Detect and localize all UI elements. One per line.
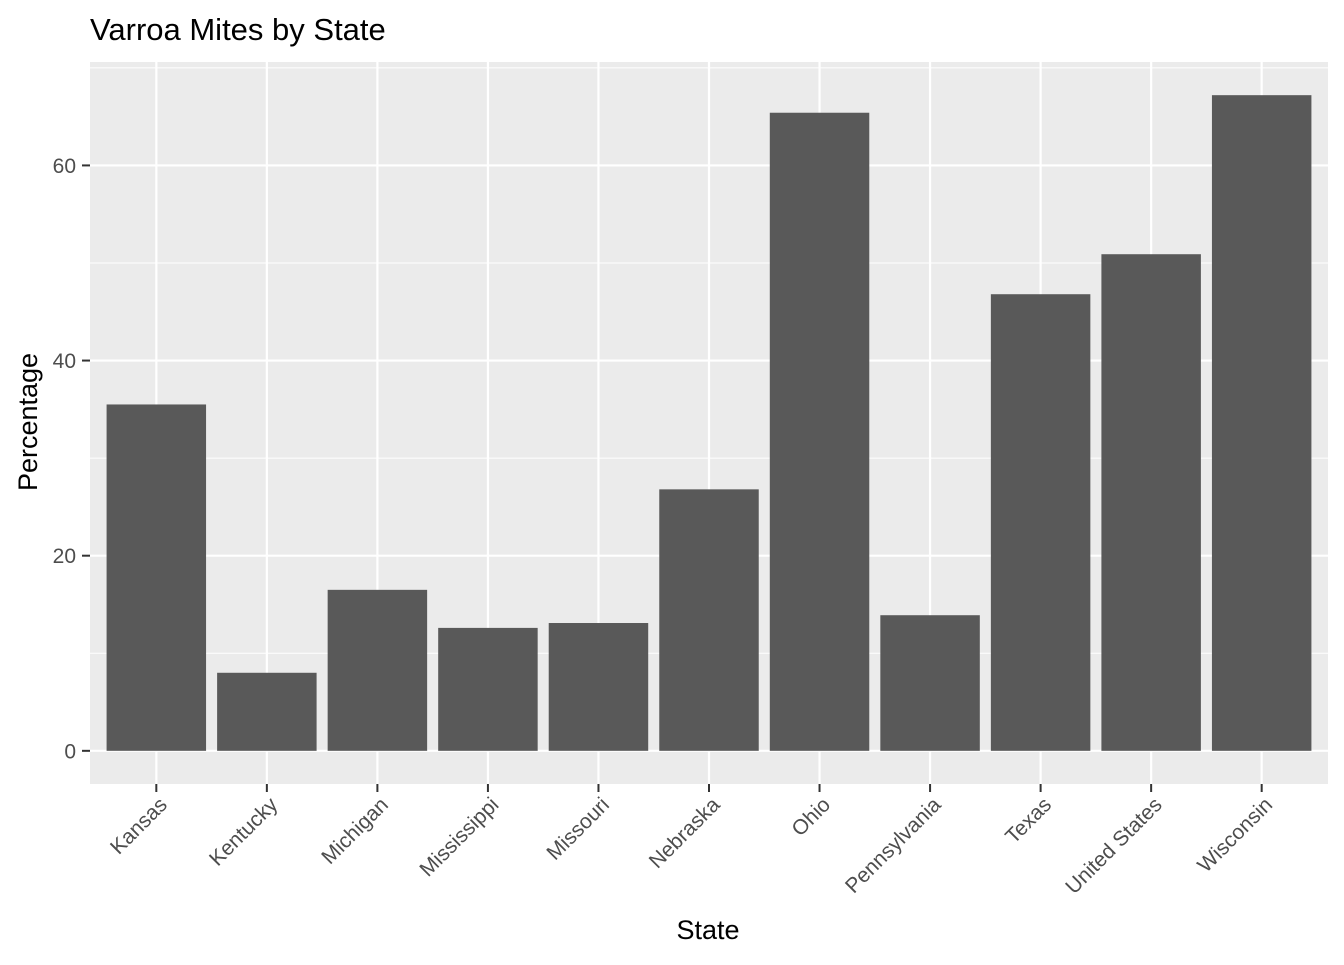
bar-missouri bbox=[548, 623, 649, 751]
bars bbox=[106, 95, 1312, 751]
bar-kentucky bbox=[217, 672, 317, 751]
y-tick-label: 0 bbox=[64, 740, 76, 763]
bar-michigan bbox=[327, 589, 428, 751]
bar-wisconsin bbox=[1211, 95, 1312, 751]
bar-mississippi bbox=[438, 627, 538, 751]
x-axis: Kansas Kentucky Michigan Mississippi Missour… bbox=[106, 784, 1277, 899]
chart-title: Varroa Mites by State bbox=[90, 12, 386, 47]
bar-kansas bbox=[106, 404, 207, 751]
x-tick-label: Nebraska bbox=[645, 793, 725, 873]
bar-pennsylvania bbox=[880, 615, 980, 751]
y-tick-label: 20 bbox=[53, 545, 76, 568]
x-tick-label: United States bbox=[1061, 793, 1166, 898]
bar-texas bbox=[990, 294, 1091, 751]
x-tick-label: Kentucky bbox=[205, 793, 283, 871]
bar-united-states bbox=[1101, 254, 1201, 751]
x-tick-label: Wisconsin bbox=[1193, 793, 1277, 877]
y-tick-label: 40 bbox=[53, 350, 76, 373]
x-tick-label: Pennsylvania bbox=[841, 793, 946, 898]
x-axis-title: State bbox=[676, 915, 739, 945]
x-tick-label: Kansas bbox=[106, 793, 172, 859]
x-tick-label: Missouri bbox=[542, 793, 614, 865]
y-axis: 0 20 40 60 bbox=[53, 155, 90, 763]
x-tick-label: Mississippi bbox=[415, 793, 503, 881]
x-tick-label: Michigan bbox=[317, 793, 393, 869]
x-tick-label: Ohio bbox=[787, 793, 835, 841]
bar-ohio bbox=[769, 112, 870, 751]
x-tick-label: Texas bbox=[1001, 793, 1056, 848]
bar-nebraska bbox=[659, 489, 759, 751]
y-axis-title: Percentage bbox=[13, 353, 43, 491]
y-tick-label: 60 bbox=[53, 155, 76, 178]
